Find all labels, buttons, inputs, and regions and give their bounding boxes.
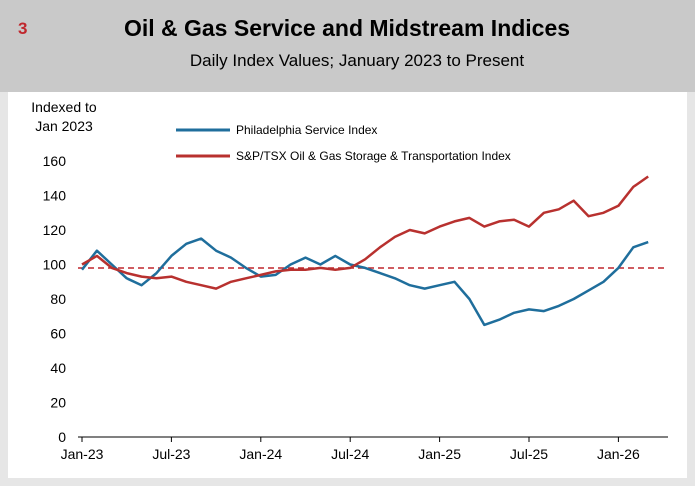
x-tick-label: Jan-23: [61, 446, 104, 462]
y-tick-label: 0: [58, 429, 66, 445]
y-tick-label: 100: [43, 257, 67, 273]
chart-title: Oil & Gas Service and Midstream Indices: [124, 15, 570, 41]
legend-label: S&P/TSX Oil & Gas Storage & Transportati…: [236, 149, 511, 163]
y-tick-label: 160: [43, 153, 67, 169]
y-tick-label: 120: [43, 222, 67, 238]
x-tick-label: Jul-23: [152, 446, 190, 462]
plot-panel: [8, 92, 687, 478]
legend-label: Philadelphia Service Index: [236, 123, 377, 137]
x-tick-label: Jan-24: [239, 446, 282, 462]
y-axis-title: Indexed to: [31, 99, 97, 115]
y-axis-title: Jan 2023: [35, 118, 93, 134]
y-tick-label: 140: [43, 188, 67, 204]
x-tick-label: Jan-25: [418, 446, 461, 462]
series-line: [81, 237, 649, 327]
chart-subtitle: Daily Index Values; January 2023 to Pres…: [190, 51, 524, 70]
x-tick-label: Jan-26: [597, 446, 640, 462]
series-line: [81, 175, 649, 290]
y-tick-label: 60: [50, 326, 66, 342]
y-tick-label: 40: [50, 360, 66, 376]
x-tick-label: Jul-24: [331, 446, 369, 462]
figure-number: 3: [18, 19, 27, 38]
header-band: [0, 0, 695, 92]
x-tick-label: Jul-25: [510, 446, 548, 462]
y-tick-label: 20: [50, 395, 66, 411]
y-tick-label: 80: [50, 291, 66, 307]
